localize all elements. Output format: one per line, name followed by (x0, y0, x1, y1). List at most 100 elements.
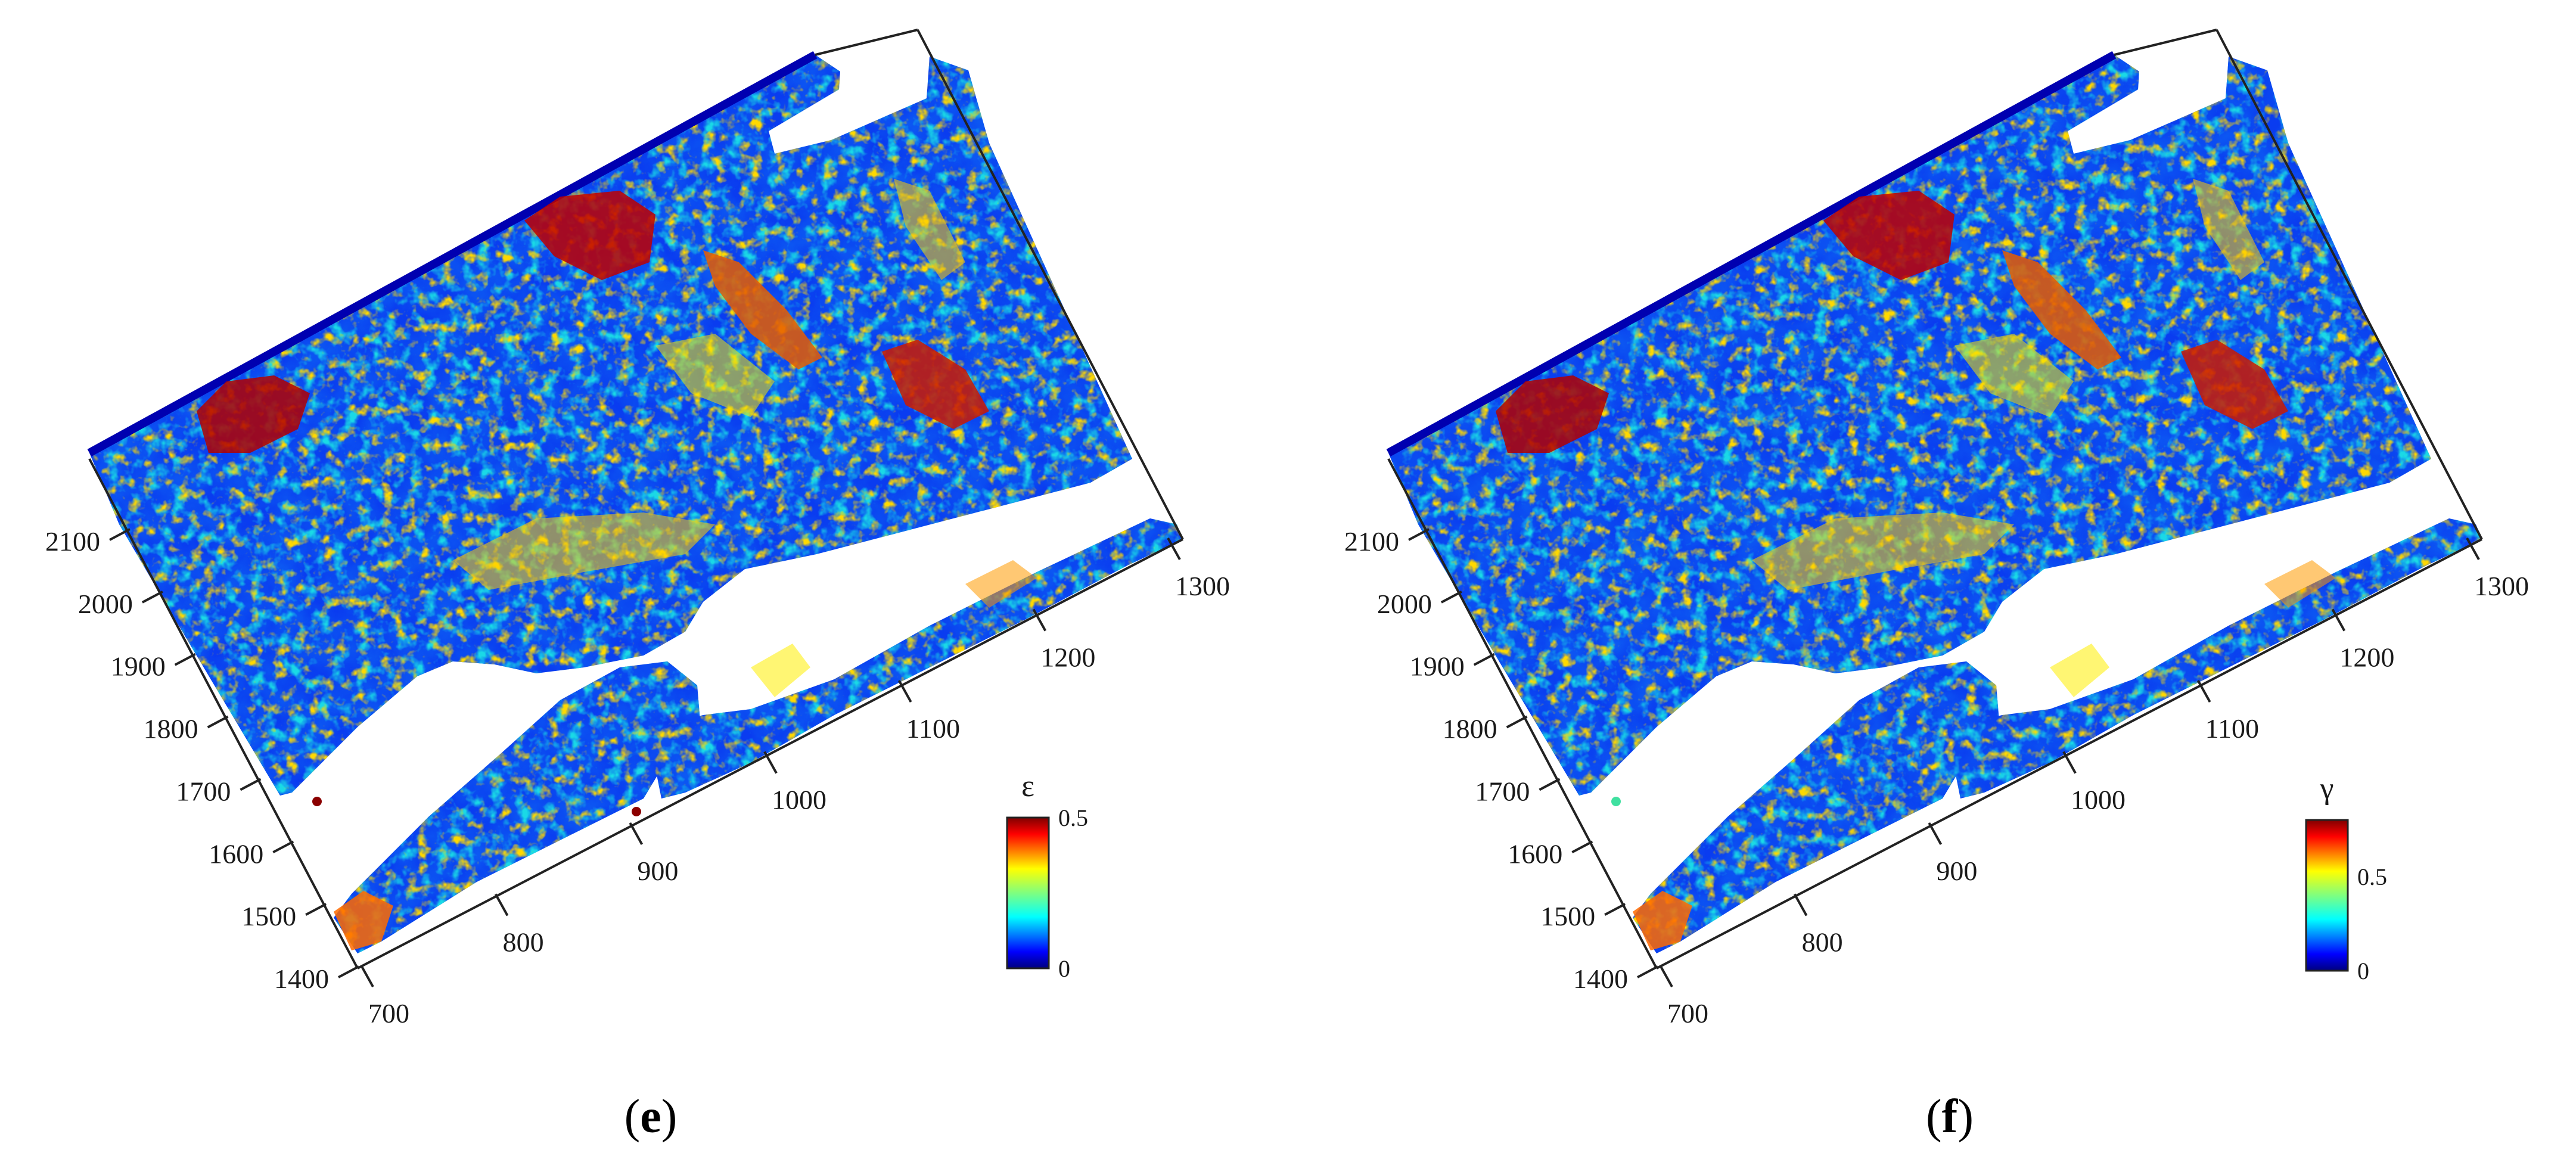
axis-a-tick-mark (1604, 903, 1626, 916)
panel-label-open-paren: ( (1926, 1090, 1942, 1143)
axis-a-tick-label: 1400 (274, 964, 329, 994)
warm-patch-3 (2193, 179, 2264, 280)
axis-a-tick-mark (240, 778, 262, 791)
axis-b-tick-label: 700 (368, 998, 409, 1029)
axis-b-tick-mark (1928, 822, 1943, 845)
axis-a-tick: 2100 (1344, 526, 1430, 557)
axis-b-tick-mark (360, 965, 374, 987)
axis-a-tick: 1500 (1540, 901, 1626, 931)
axis-b-tick-label: 1000 (2071, 785, 2126, 815)
axis-b-tick: 1000 (2062, 751, 2126, 815)
colorbar-frame (2305, 819, 2349, 972)
axis-a-tick: 1700 (176, 776, 262, 806)
axis-b-tick-label: 1200 (1040, 642, 1095, 673)
panel-e: 1400 1500 1600 1700 1800 1900 2000 2100 700 800 90… (45, 29, 1230, 1143)
warm-patch-2 (1954, 334, 2074, 417)
axis-a-tick: 2000 (1377, 589, 1462, 619)
panel-f: 1400 1500 1600 1700 1800 1900 2000 2100 700 800 90… (1344, 29, 2529, 1143)
colorbar: ε 0.5 0 (1006, 769, 1088, 982)
colorbar-tick-label: 0 (2357, 958, 2369, 984)
panel-label-close-paren: ) (661, 1090, 678, 1143)
axis-b-tick-label: 1100 (2205, 713, 2259, 744)
outlier-point (312, 797, 322, 806)
colorbar-frame (1006, 816, 1050, 970)
axis-a-tick-label: 1500 (1540, 901, 1595, 931)
axis-a-tick: 1500 (241, 901, 327, 931)
axis-b-line (1656, 538, 2482, 970)
axis-b-tick-label: 1300 (2474, 571, 2529, 601)
colorbar-gradient (1007, 818, 1049, 968)
strain-map (1386, 51, 2482, 953)
panel-label: (e) (624, 1090, 678, 1143)
axis-a-line (88, 458, 359, 969)
axis-b-tick-label: 1000 (772, 785, 826, 815)
hot-patch-1 (524, 191, 655, 280)
axis-b-tick-label: 900 (637, 856, 678, 886)
axis-a-tick-label: 1800 (1443, 714, 1497, 744)
axis-a-tick-label: 1600 (1508, 838, 1562, 869)
map-region-3 (1954, 518, 2482, 798)
axis-b-tick: 1300 (2466, 537, 2529, 601)
hot-patch-5 (334, 891, 393, 950)
hot-patch-3 (2181, 340, 2288, 429)
axis-b-tick: 900 (629, 822, 678, 886)
strain-map-field (1388, 55, 2482, 953)
axis-a-tick: 1900 (111, 651, 196, 682)
hot-patch-2 (1496, 375, 1609, 453)
warm-patch-3 (894, 179, 965, 280)
axis-b-tick-mark (763, 751, 778, 774)
axis-a-tick-mark (1408, 528, 1430, 541)
axis-a-tick-mark (1473, 652, 1495, 666)
outlier-point (632, 807, 641, 816)
hot-patch-5 (1633, 891, 1692, 950)
axis-a-tick: 2000 (78, 589, 163, 619)
frame-edge-top (2114, 29, 2217, 56)
axis-a-tick: 1600 (1508, 838, 1593, 869)
warm-patch-1 (1752, 512, 2014, 590)
axis-b-tick-mark (897, 680, 912, 703)
map-region-2 (1633, 661, 1999, 953)
axis-b-tick: 1000 (763, 751, 826, 815)
axis-b-tick: 1200 (2331, 608, 2394, 673)
axis-a-tick-label: 2100 (1344, 526, 1399, 557)
axis-b-tick-label: 1100 (906, 713, 960, 744)
colorbar-gradient (2306, 820, 2348, 971)
axis-a-tick-mark (109, 528, 130, 541)
axis-b-tick: 1100 (897, 680, 960, 744)
axis-b-tick-label: 800 (503, 927, 544, 958)
strain-map-texture (89, 55, 1183, 953)
axis-a-tick: 1600 (209, 838, 294, 869)
axis-a-tick: 1400 (274, 964, 359, 994)
panel-label-close-paren: ) (1957, 1090, 1974, 1143)
hot-patch-2 (197, 375, 310, 453)
hot-patch-3 (882, 340, 989, 429)
axis-a-tick: 1400 (1573, 964, 1658, 994)
axis-a-tick: 1800 (1443, 714, 1528, 744)
axis-a-tick: 1800 (144, 714, 229, 744)
axis-a-tick-label: 1900 (1410, 651, 1465, 682)
axis-a-tick-mark (1637, 965, 1658, 978)
axis-b-tick-label: 800 (1802, 927, 1843, 958)
frame-edge-right (2215, 29, 2483, 540)
axis-b-tick-mark (2466, 537, 2480, 560)
axis-a-tick: 1900 (1410, 651, 1495, 682)
map-region-3 (655, 518, 1183, 798)
axis-b-tick-mark (2062, 751, 2077, 774)
axis-b-tick-label: 1300 (1175, 571, 1230, 601)
axis-a-tick-label: 2000 (1377, 589, 1432, 619)
axis-b-tick-mark (494, 893, 509, 916)
axis-b-tick: 1100 (2196, 680, 2259, 744)
axis-b-tick-mark (629, 822, 644, 845)
axis-b-tick-mark (2196, 680, 2211, 703)
axis-a-tick-mark (1440, 591, 1462, 604)
axis-b-line (357, 538, 1183, 970)
warm-patch-5 (965, 560, 1037, 608)
colorbar-symbol: ε (1021, 769, 1034, 803)
colorbar-symbol: γ (2320, 772, 2334, 806)
axis-b-tick: 700 (1659, 965, 1708, 1029)
axis-a-tick-mark (141, 591, 163, 604)
axis-b-tick: 800 (1793, 893, 1843, 958)
axis-a-line (1387, 458, 1658, 969)
axis-a-tick-label: 2100 (45, 526, 100, 557)
